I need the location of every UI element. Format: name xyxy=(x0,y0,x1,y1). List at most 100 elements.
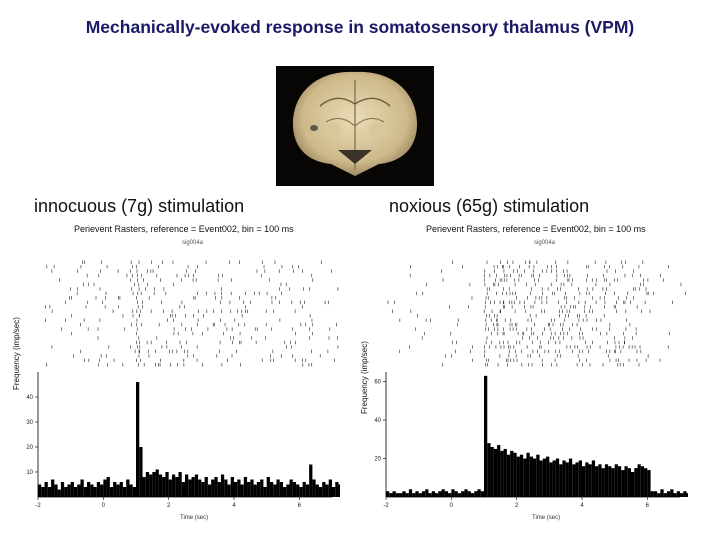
histogram-bar xyxy=(441,489,445,497)
histogram-bar xyxy=(191,477,195,497)
histogram-bar xyxy=(666,491,671,497)
histogram-bar xyxy=(289,479,293,497)
histogram-bar xyxy=(318,487,323,497)
histogram-bar xyxy=(51,479,55,497)
histogram-bar xyxy=(266,477,270,497)
histogram-bar xyxy=(614,464,618,497)
histogram-bar xyxy=(673,493,677,497)
x-tick-label: 6 xyxy=(646,503,650,509)
histogram-bar xyxy=(194,474,199,497)
histogram-bar xyxy=(149,474,153,497)
histogram-bar xyxy=(315,484,319,497)
histogram-bar xyxy=(539,460,543,497)
histogram-bar xyxy=(572,464,576,497)
histogram-bar xyxy=(493,448,498,497)
y-tick-label: 40 xyxy=(26,395,33,401)
histogram-bar xyxy=(578,460,582,497)
histogram-bar xyxy=(269,482,274,497)
histogram-bar xyxy=(328,479,332,497)
histogram-bar xyxy=(686,493,688,497)
x-tick-label: 4 xyxy=(580,503,584,509)
histogram-bar xyxy=(516,456,520,497)
histogram-bar xyxy=(588,464,592,497)
histogram-bar xyxy=(431,491,435,497)
y-tick-label: 40 xyxy=(374,418,381,424)
histogram-bar xyxy=(513,452,517,497)
histogram-bar xyxy=(542,458,547,497)
histogram-bar xyxy=(145,472,150,497)
histogram-bar xyxy=(201,482,205,497)
histogram-bar xyxy=(80,479,84,497)
histogram-bar xyxy=(312,479,316,497)
histogram-bar xyxy=(451,489,455,497)
raster-subtitle: sig004a xyxy=(534,240,556,246)
histogram-bar xyxy=(116,484,120,497)
x-tick-label: 2 xyxy=(515,503,519,509)
histogram-bar xyxy=(38,484,42,497)
histogram-bar xyxy=(214,477,218,497)
x-tick-label: 0 xyxy=(102,503,106,509)
histogram-bar xyxy=(500,450,504,497)
histogram-bar xyxy=(598,464,602,497)
x-tick-label: 6 xyxy=(298,503,302,509)
histogram-bar xyxy=(506,454,511,497)
histogram-bar xyxy=(332,487,336,497)
histogram-bar xyxy=(601,468,605,497)
histogram-bar xyxy=(302,482,306,497)
histogram-bar xyxy=(126,479,130,497)
raster-title: Perievent Rasters, reference = Event002,… xyxy=(426,224,646,234)
histogram-bar xyxy=(83,487,87,497)
raster-subtitle: sig004a xyxy=(182,240,204,246)
histogram-bar xyxy=(428,493,432,497)
histogram-bar xyxy=(399,493,403,497)
histogram-bar xyxy=(243,477,248,497)
histogram-bar xyxy=(152,472,156,497)
histogram-bar xyxy=(77,484,81,497)
histogram-bar xyxy=(322,482,326,497)
histogram-bar xyxy=(395,493,400,497)
histogram-bar xyxy=(119,482,123,497)
histogram-bar xyxy=(523,458,527,497)
histogram-bar xyxy=(487,443,491,497)
histogram-bar xyxy=(617,466,622,497)
histogram-bar xyxy=(604,464,609,497)
histogram-bar xyxy=(296,484,300,497)
brain-section-photo xyxy=(276,66,434,186)
histogram-bar xyxy=(100,484,104,497)
histogram-bar xyxy=(448,493,452,497)
histogram-bar xyxy=(438,491,442,497)
histogram-bar xyxy=(549,462,553,497)
x-tick-label: -2 xyxy=(35,503,41,509)
histogram-bar xyxy=(402,491,406,497)
histogram-bar xyxy=(565,462,569,497)
histogram-bar xyxy=(653,491,658,497)
histogram-bar xyxy=(44,482,48,497)
histogram-bar xyxy=(113,482,117,497)
histogram-bar xyxy=(386,491,390,497)
histogram-bar xyxy=(234,482,238,497)
histogram-bar xyxy=(230,477,234,497)
histogram-bar xyxy=(253,484,257,497)
histogram-bar xyxy=(96,482,101,497)
histogram-bar xyxy=(631,472,635,497)
histogram-bar xyxy=(457,493,462,497)
histogram-bar xyxy=(220,474,225,497)
slide-title: Mechanically-evoked response in somatose… xyxy=(85,17,635,37)
histogram-bar xyxy=(582,466,586,497)
histogram-bar xyxy=(392,491,396,497)
histogram-bar xyxy=(299,487,303,497)
histogram-bar xyxy=(67,484,71,497)
histogram-bar xyxy=(663,493,667,497)
histogram-bar xyxy=(217,482,221,497)
histogram-bar xyxy=(637,464,641,497)
histogram-bar xyxy=(461,491,465,497)
histogram-bar xyxy=(412,493,416,497)
histogram-bar xyxy=(627,468,631,497)
histogram-bar xyxy=(418,493,422,497)
x-axis-label: Time (sec) xyxy=(180,515,209,521)
x-axis-label: Time (sec) xyxy=(532,515,561,521)
histogram-bar xyxy=(634,468,638,497)
histogram-bar xyxy=(490,447,494,497)
histogram-bar xyxy=(559,464,563,497)
histogram-bar xyxy=(158,474,163,497)
